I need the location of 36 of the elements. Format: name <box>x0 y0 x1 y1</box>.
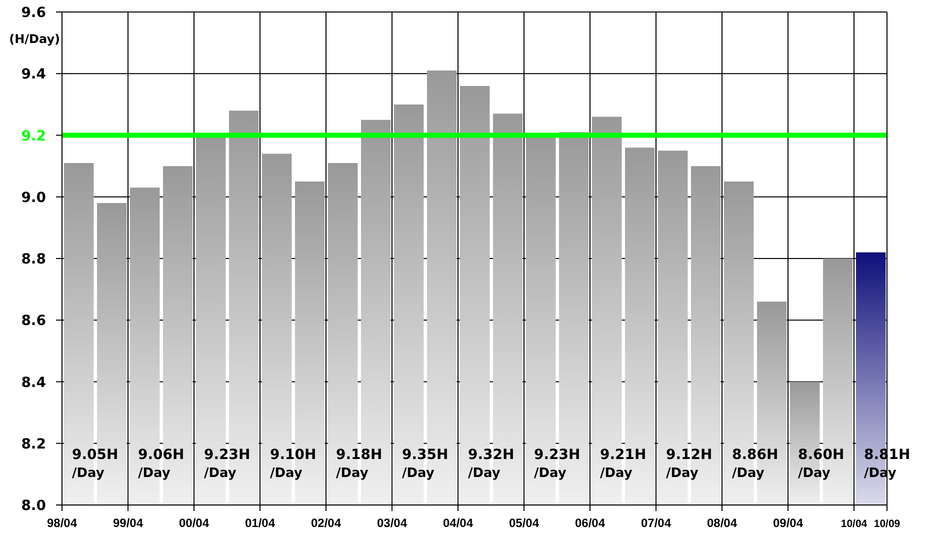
y-tick-label: 9.0 <box>21 190 46 206</box>
x-tick-label: 00/04 <box>178 516 210 530</box>
annotation: 9.32H /Day <box>468 447 514 481</box>
y-tick-label: 8.0 <box>21 498 46 514</box>
annotation: 8.86H /Day <box>732 447 778 481</box>
x-tick-label: 06/04 <box>574 516 606 530</box>
x-tick-label: 09/04 <box>772 516 804 530</box>
x-tick-label: 99/04 <box>112 516 144 530</box>
y-tick-label: 8.4 <box>21 374 46 391</box>
annotation: 9.21H /Day <box>600 447 646 481</box>
y-tick-label: 9.2 <box>21 128 46 144</box>
annotation: 9.12H /Day <box>666 447 712 481</box>
annotation: 9.10H /Day <box>270 447 316 481</box>
annotation: 9.23H /Day <box>534 447 580 481</box>
x-tick-label: 05/04 <box>508 516 540 530</box>
y-tick-label: 8.6 <box>21 313 46 330</box>
y-tick-label: 8.8 <box>21 252 46 268</box>
annotation: 9.35H /Day <box>402 447 448 481</box>
x-tick-label: 04/04 <box>442 516 474 530</box>
y-tick-label: 9.4 <box>21 66 46 83</box>
y-axis-title: (H/Day) <box>9 32 60 46</box>
x-tick-label: 08/04 <box>706 516 738 530</box>
x-tick-label: 10/04 <box>840 518 868 530</box>
x-tick-label: 07/04 <box>640 516 672 530</box>
x-tick-label: 98/04 <box>46 516 78 530</box>
x-tick-label: 10/09 <box>874 518 900 530</box>
y-tick-label: 9.6 <box>21 5 46 21</box>
y-tick-label: 8.2 <box>21 436 46 452</box>
annotation: 8.60H /Day <box>798 447 844 481</box>
annotation: 9.23H /Day <box>204 447 250 481</box>
annotation: 9.06H /Day <box>138 447 184 481</box>
x-tick-label: 01/04 <box>244 516 276 530</box>
annotation: 9.18H /Day <box>336 447 382 481</box>
x-tick-label: 02/04 <box>310 516 342 530</box>
annotation: 9.05H /Day <box>72 447 118 481</box>
x-tick-label: 03/04 <box>376 516 408 530</box>
